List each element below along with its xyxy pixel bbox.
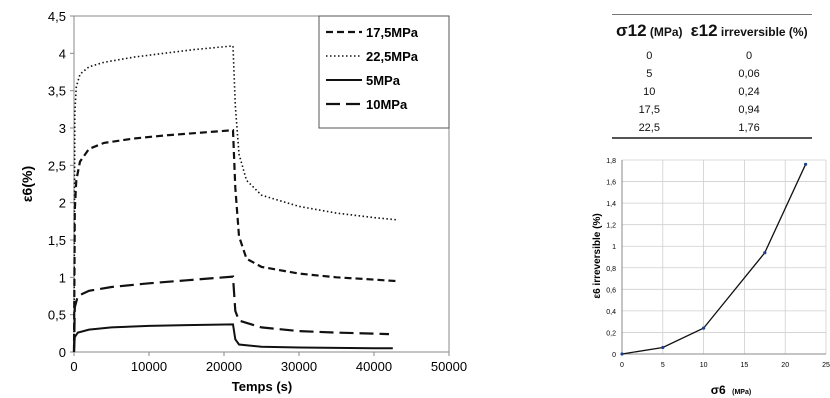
y-tick-label: 0,8: [606, 266, 616, 273]
y-tick-label: 4: [59, 46, 66, 61]
irreversible-strain-chart: 0 0,2 0,4 0,6 0,8 1 1,2 1,4 1,6 1,8 0 5 10 15 20 25 ε6…: [592, 158, 830, 398]
cell: 1,76: [686, 119, 812, 139]
series-line-5MPa: [73, 323, 393, 353]
grid: [621, 159, 827, 355]
y-ticks: 0 0,2 0,4 0,6 0,8 1 1,2 1,4 1,6 1,8: [606, 158, 616, 359]
y-tick-label: 0: [612, 352, 616, 359]
data-point: [804, 162, 808, 166]
data-point: [620, 352, 624, 356]
x-tick-label: 25: [822, 362, 830, 369]
series-line: [621, 164, 807, 355]
cell: 0,06: [738, 68, 760, 80]
y-tick-label: 1: [59, 270, 66, 285]
y-tick-label: 1,6: [606, 180, 616, 187]
x-tick-label: 0: [70, 359, 77, 374]
y-ticks: 0 0,5 1 1,5 2 2,5 3 3,5 4 4,5: [48, 9, 74, 360]
y-axis-label: ε6 irreversible (%): [592, 213, 603, 298]
cell: 0,24: [738, 86, 760, 98]
x-axis-label: σ6 (MPa): [711, 381, 751, 398]
x-ticks: 0 5 10 15 20 25: [620, 362, 830, 369]
cell: 17,5: [638, 104, 660, 116]
y-axis-label: ε6(%): [19, 166, 35, 202]
y-tick-label: 0,5: [48, 308, 66, 323]
cell: 0: [646, 50, 653, 62]
cell: 10: [643, 86, 656, 98]
y-tick-label: 1,8: [606, 158, 616, 165]
x-tick-label: 30000: [281, 359, 317, 374]
x-axis-unit: (MPa): [732, 389, 751, 396]
plot-frame: [73, 15, 450, 353]
series-line-10MPa: [72, 275, 390, 353]
y-tick-label: 4,5: [48, 9, 66, 24]
table-row: 10 0,24: [612, 83, 812, 101]
y-tick-label: 2: [59, 196, 66, 211]
legend: 17,5MPa 22,5MPa 5MPa 10MPa: [326, 25, 419, 112]
legend-label: 10MPa: [366, 97, 408, 112]
y-tick-label: 0,6: [606, 287, 616, 294]
y-tick-label: 1,5: [48, 233, 66, 248]
x-axis-label: Temps (s): [232, 379, 292, 394]
y-tick-label: 3,5: [48, 84, 66, 99]
main-chart: 0 0,5 1 1,5 2 2,5 3 3,5 4 4,5 0 10000 20000 30000 400…: [19, 9, 467, 394]
data-point: [763, 251, 767, 255]
table-row: 5 0,06: [612, 65, 812, 83]
data-point: [661, 345, 665, 350]
data-point: [702, 326, 706, 330]
x-ticks: 0 10000 20000 30000 40000 50000: [70, 352, 467, 374]
x-tick-label: 20: [781, 362, 789, 369]
legend-label: 5MPa: [366, 73, 401, 88]
table-row: 17,5 0,94: [612, 101, 812, 119]
header-strain: ε12 irreversible (%): [690, 21, 808, 40]
x-tick-label: 10000: [131, 359, 167, 374]
legend-label: 22,5MPa: [366, 49, 419, 64]
cell: 22,5: [612, 119, 687, 139]
x-tick-label: 50000: [431, 359, 467, 374]
cell: 5: [646, 68, 653, 80]
table-row: 22,5 1,76: [612, 119, 812, 139]
y-tick-label: 1: [612, 244, 616, 251]
y-tick-label: 1,4: [606, 201, 616, 208]
x-tick-label: 15: [741, 362, 749, 369]
x-tick-label: 40000: [356, 359, 392, 374]
series-line-17-5MPa: [72, 129, 397, 353]
x-tick-label: 10: [700, 362, 708, 369]
cell: 0,94: [738, 104, 760, 116]
x-tick-label: 20000: [206, 359, 242, 374]
x-tick-label: 5: [661, 362, 665, 369]
legend-label: 17,5MPa: [366, 25, 419, 40]
y-tick-label: 3: [59, 121, 66, 136]
series-line: [620, 162, 808, 356]
y-tick-label: 0: [59, 345, 66, 360]
cell: 0: [746, 50, 753, 62]
x-tick-label: 0: [620, 362, 624, 369]
series-lines: [72, 45, 397, 353]
y-tick-label: 0,2: [606, 330, 616, 337]
x-axis-symbol: σ6: [711, 383, 726, 397]
y-tick-label: 1,2: [606, 223, 616, 230]
header-stress: σ12 (MPa): [616, 21, 683, 40]
series-line-22-5MPa: [73, 45, 397, 353]
y-tick-label: 0,4: [606, 309, 616, 316]
y-tick-label: 2,5: [48, 158, 66, 173]
legend-box: [318, 15, 450, 129]
